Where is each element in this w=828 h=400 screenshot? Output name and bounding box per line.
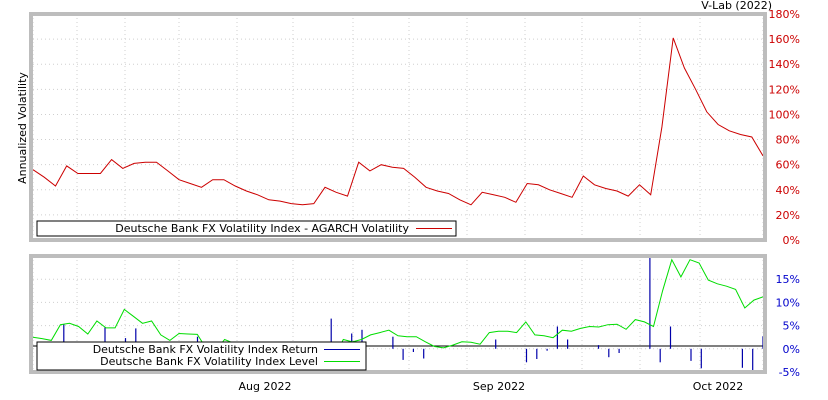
y-tick-label: 15%	[776, 273, 800, 286]
y-tick-label: 140%	[769, 58, 800, 71]
bottom-y-ticks: -5% 0% 5% 10% 15%	[776, 273, 800, 379]
y-tick-label: 40%	[776, 184, 800, 197]
top-legend-box	[36, 220, 457, 237]
bottom-legend: Deutsche Bank FX Volatility Index Return…	[36, 341, 367, 371]
y-tick-label: 180%	[769, 8, 800, 21]
top-grid	[32, 13, 764, 241]
y-tick-label: 120%	[769, 83, 800, 96]
y-tick-label: 60%	[776, 159, 800, 172]
bottom-legend-label-level: Deutsche Bank FX Volatility Index Level	[100, 355, 318, 368]
index-level-line	[32, 258, 764, 371]
agarch-volatility-line	[32, 37, 764, 206]
bottom-legend-label-return: Deutsche Bank FX Volatility Index Return	[93, 343, 318, 356]
y-tick-label: 0%	[783, 343, 800, 356]
y-tick-label: 0%	[783, 234, 800, 247]
top-legend: Deutsche Bank FX Volatility Index - AGAR…	[36, 220, 457, 237]
y-tick-label: 20%	[776, 209, 800, 222]
x-tick-aug: Aug 2022	[239, 380, 292, 393]
credit-text: V-Lab (2022)	[701, 0, 772, 12]
bottom-legend-box	[36, 341, 367, 371]
y-tick-label: -5%	[779, 366, 800, 379]
top-legend-label: Deutsche Bank FX Volatility Index - AGAR…	[115, 222, 409, 235]
top-panel-frame	[29, 12, 767, 242]
y-tick-label: 5%	[783, 320, 800, 333]
y-tick-label: 10%	[776, 296, 800, 309]
top-y-ticks: 0% 20% 40% 60% 80% 100% 120% 140% 160% 180%	[769, 8, 800, 247]
y-tick-label: 100%	[769, 108, 800, 121]
y-tick-label: 80%	[776, 134, 800, 147]
bottom-panel: -5% 0% 5% 10% 15% Deutsche Bank FX Volatilit…	[29, 254, 800, 379]
x-tick-sep: Sep 2022	[473, 380, 525, 393]
y-tick-label: 160%	[769, 33, 800, 46]
top-panel: 0% 20% 40% 60% 80% 100% 120% 140% 160% 180% Deuts…	[29, 8, 800, 247]
y-axis-label: Annualized Volatility	[16, 72, 29, 184]
x-tick-oct: Oct 2022	[693, 380, 744, 393]
bottom-panel-frame	[29, 254, 767, 374]
